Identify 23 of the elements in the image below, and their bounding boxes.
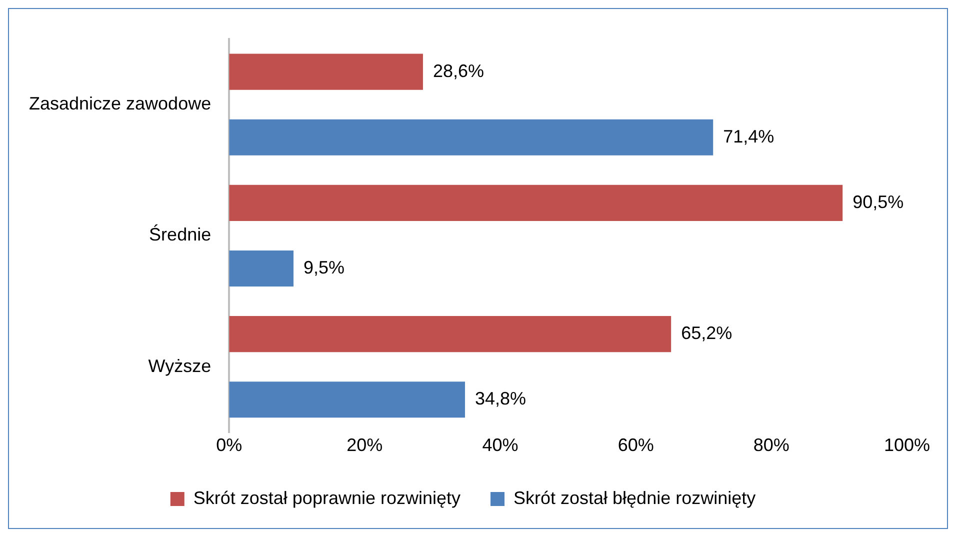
legend-label: Skrót został błędnie rozwinięty [514, 488, 756, 508]
bar [229, 382, 466, 418]
data-label: 71,4% [723, 126, 774, 146]
y-tick-label: Średnie [149, 224, 212, 245]
data-label: 28,6% [432, 60, 484, 81]
bar [229, 250, 294, 287]
x-tick-label: 20% [346, 435, 383, 456]
data-label: 34,8% [475, 388, 526, 409]
data-label: 65,2% [681, 323, 732, 344]
y-tick-label: Zasadnicze zawodowe [28, 94, 212, 114]
x-tick-label: 80% [753, 435, 790, 456]
bar [229, 316, 672, 352]
bar [229, 54, 423, 90]
bar [229, 119, 714, 156]
legend-label: Skrót został poprawnie rozwinięty [193, 488, 461, 508]
x-tick-label: 0% [216, 435, 242, 456]
bar [229, 184, 843, 221]
x-tick-label: 60% [618, 435, 654, 456]
x-tick-label: 100% [884, 435, 930, 456]
data-label: 9,5% [304, 257, 345, 278]
data-label: 90,5% [852, 192, 904, 212]
y-tick-label: Wyższe [148, 356, 212, 376]
x-tick-label: 40% [482, 435, 518, 456]
